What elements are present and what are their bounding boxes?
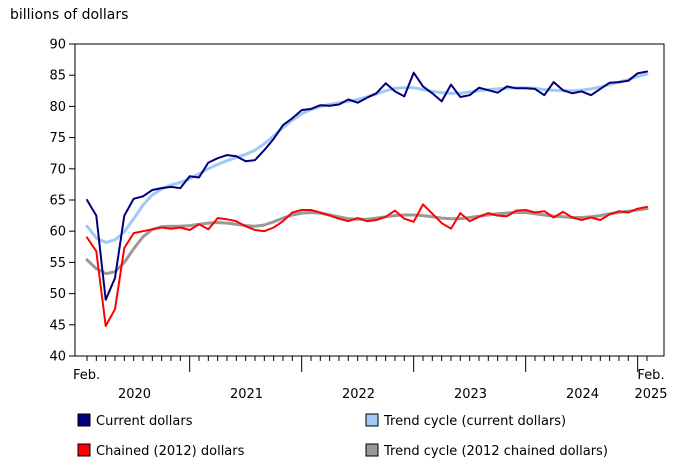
chart-legend: Current dollars Trend cycle (current doll… (77, 413, 608, 459)
x-tick-layer: Feb. Feb. 2020 2021 2022 2023 2024 2025 (73, 356, 668, 402)
legend-label: Current dollars (96, 414, 193, 429)
x-tick-label: 2025 (634, 387, 667, 402)
x-tick-label: 2023 (454, 387, 487, 402)
y-tick-label: 80 (49, 100, 66, 115)
series-line-3 (86, 203, 648, 327)
y-tick-label: 90 (49, 38, 66, 53)
y-tick-layer: 40 45 50 55 60 65 70 75 80 85 90 (49, 38, 75, 365)
legend-label: Trend cycle (current dollars) (383, 414, 566, 429)
y-axis-unit-label: billions of dollars (10, 7, 128, 23)
y-tick-label: 70 (49, 162, 66, 177)
legend-label: Chained (2012) dollars (96, 444, 245, 459)
x-tick-label: Feb. (637, 368, 664, 383)
legend-label: Trend cycle (2012 chained dollars) (383, 444, 608, 459)
x-tick-label: 2020 (118, 387, 151, 402)
x-tick-label: 2024 (566, 387, 599, 402)
y-tick-label: 50 (49, 287, 66, 302)
legend-swatch (77, 413, 91, 427)
x-tick-label: 2021 (230, 387, 263, 402)
series-layer (85, 70, 649, 327)
legend-swatch (77, 443, 91, 457)
series-line-4 (85, 207, 649, 276)
y-tick-label: 45 (49, 318, 66, 333)
y-tick-label: 85 (49, 69, 66, 84)
y-tick-label: 65 (49, 194, 66, 209)
plot-area-frame (74, 43, 665, 357)
y-tick-label: 75 (49, 131, 66, 146)
legend-swatch (365, 443, 379, 457)
x-tick-label: 2022 (342, 387, 375, 402)
x-tick-label: Feb. (73, 368, 100, 383)
y-tick-label: 55 (49, 256, 66, 271)
series-line-1 (86, 70, 648, 301)
y-tick-label: 60 (49, 225, 66, 240)
y-tick-label: 40 (49, 350, 66, 365)
legend-swatch (365, 413, 379, 427)
